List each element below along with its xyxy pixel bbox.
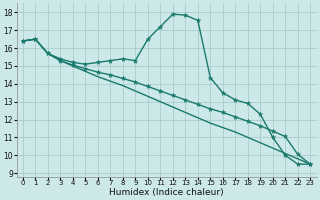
- X-axis label: Humidex (Indice chaleur): Humidex (Indice chaleur): [109, 188, 224, 197]
